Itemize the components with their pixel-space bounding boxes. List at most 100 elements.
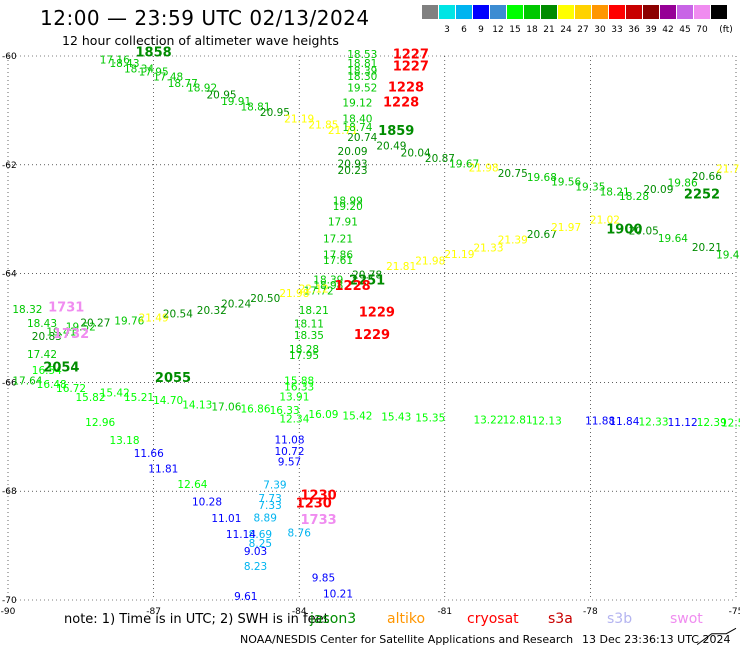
wave-height-label: 18.28	[289, 344, 319, 356]
wave-height-label: 19.86	[668, 178, 698, 190]
wave-height-label: 12.33	[638, 416, 668, 428]
generated-timestamp: 13 Dec 23:36:13 UTC 2024	[582, 633, 731, 646]
wave-height-label: 16.48	[37, 379, 67, 391]
wave-height-label: 18.81	[240, 101, 270, 113]
wave-height-label: 17.95	[289, 350, 319, 362]
wave-height-label: 19.43	[716, 249, 740, 261]
colorbar-swatch	[524, 5, 540, 19]
wave-height-label: 18.39	[347, 65, 377, 77]
wave-height-label: 8.76	[288, 527, 312, 539]
wave-height-label: 19.41	[46, 327, 76, 339]
x-tick-label: -75	[729, 607, 740, 617]
wave-height-label: 20.04	[401, 148, 431, 160]
colorbar-label: 18	[526, 25, 538, 35]
wave-height-label: 19.68	[527, 172, 557, 184]
colorbar-swatch	[694, 5, 710, 19]
wave-height-label: 8.89	[254, 513, 277, 525]
wave-height-label: 9.61	[234, 591, 257, 603]
wave-height-label: 20.78	[352, 269, 382, 281]
wave-height-label: 21.39	[498, 235, 528, 247]
wave-height-label: 21.02	[590, 215, 620, 227]
wave-height-label: 18.99	[333, 196, 363, 208]
wave-height-label: 21.33	[473, 242, 503, 254]
wave-height-label: 19.20	[333, 201, 363, 213]
pass-time-label: 1228	[334, 279, 370, 294]
wave-height-label: 11.84	[609, 416, 639, 428]
wave-height-label: 19.12	[342, 98, 372, 110]
wave-height-label: 12.34	[279, 414, 309, 426]
wave-height-label: 11.88	[585, 415, 615, 427]
x-tick-label: -84	[292, 607, 307, 617]
colorbar-swatch	[490, 5, 506, 19]
wave-height-label: 18.74	[342, 122, 372, 134]
colorbar-swatch	[507, 5, 523, 19]
wave-height-label: 12.96	[85, 417, 115, 429]
pass-time-label: 1227	[393, 48, 429, 63]
wave-height-label: 11.66	[134, 448, 164, 460]
colorbar-label: 21	[543, 25, 555, 35]
pass-time-label: 1228	[388, 80, 424, 95]
wave-height-label: 14.13	[182, 400, 212, 412]
wave-height-label: 12.81	[503, 415, 533, 427]
colorbar-swatch	[422, 5, 438, 19]
wave-height-label: 20.66	[692, 171, 722, 183]
satellite-legend-item: jason3	[310, 611, 357, 627]
footer-note: note: 1) Time is in UTC; 2) SWH is in fe…	[64, 612, 329, 627]
wave-height-label: 20.95	[207, 89, 237, 101]
wave-height-label: 15.88	[284, 376, 314, 388]
axes: -90 -87 -84 -81 -78 -75 -60 -62 -64 -66 -68 -70	[1, 52, 740, 617]
wave-height-label: 19.76	[114, 316, 144, 328]
colorbar-unit: (ft)	[719, 25, 733, 35]
wave-height-label: 17.86	[323, 249, 353, 261]
wave-height-label: 16.86	[240, 403, 270, 415]
page-subtitle: 12 hour collection of altimeter wave hei…	[62, 33, 339, 48]
wave-height-label: 15.21	[124, 392, 154, 404]
wave-height-label: 18.43	[109, 58, 139, 70]
wave-height-label: 12.13	[532, 415, 562, 427]
wave-height-label: 20.49	[376, 141, 406, 153]
wave-height-label: 20.67	[527, 229, 557, 241]
colorbar-label: 6	[461, 25, 467, 35]
colorbar-label: 3	[444, 25, 450, 35]
wave-height-label: 11.08	[274, 434, 304, 446]
wave-height-label: 18.32	[12, 304, 42, 316]
wave-height-label: 16.72	[56, 383, 86, 395]
colorbar-swatch	[456, 5, 472, 19]
wave-height-label: 16.09	[308, 409, 338, 421]
wave-height-label: 16.33	[270, 405, 300, 417]
satellite-legend-item: s3b	[607, 611, 633, 627]
pass-time-label: 1733	[301, 513, 337, 528]
wave-height-label: 8.25	[249, 538, 272, 550]
y-tick-label: -62	[2, 161, 17, 171]
wave-height-label: 21.98	[279, 288, 309, 300]
pass-time-label: 2054	[43, 361, 79, 376]
pass-time-label: 1230	[301, 488, 337, 503]
pass-time-label: 2251	[349, 273, 385, 288]
wave-height-label: 20.32	[197, 305, 227, 317]
wave-height-label: 8.23	[244, 561, 267, 573]
wave-height-label: 15.35	[415, 413, 445, 425]
wave-height-label: 14.70	[153, 395, 183, 407]
wave-height-label: 20.27	[80, 317, 110, 329]
wave-height-label: 7.39	[263, 479, 286, 491]
wave-height-label: 15.42	[342, 410, 372, 422]
wave-height-label: 19.56	[551, 176, 581, 188]
wave-height-label: 20.95	[260, 107, 290, 119]
colorbar-label: 15	[509, 25, 521, 35]
wave-height-label: 12.64	[177, 479, 207, 491]
wave-height-label: 19.64	[658, 233, 688, 245]
wave-height-label: 18.43	[27, 318, 57, 330]
wave-height-label: 21.19	[444, 249, 474, 261]
pass-time-label: 1229	[354, 328, 390, 343]
wave-height-label: 17.16	[100, 55, 130, 67]
wave-height-label: 20.23	[338, 165, 368, 177]
data-points: 17.1618.4318.3417.9517.4818.7718.9220.95…	[12, 46, 740, 603]
wave-height-label: 11.12	[668, 417, 698, 429]
colorbar-label: 36	[628, 25, 640, 35]
pass-time-label: 1900	[606, 222, 642, 237]
colorbar-swatch	[575, 5, 591, 19]
wave-height-label: 20.50	[250, 293, 280, 305]
wave-height-label: 20.75	[498, 168, 528, 180]
